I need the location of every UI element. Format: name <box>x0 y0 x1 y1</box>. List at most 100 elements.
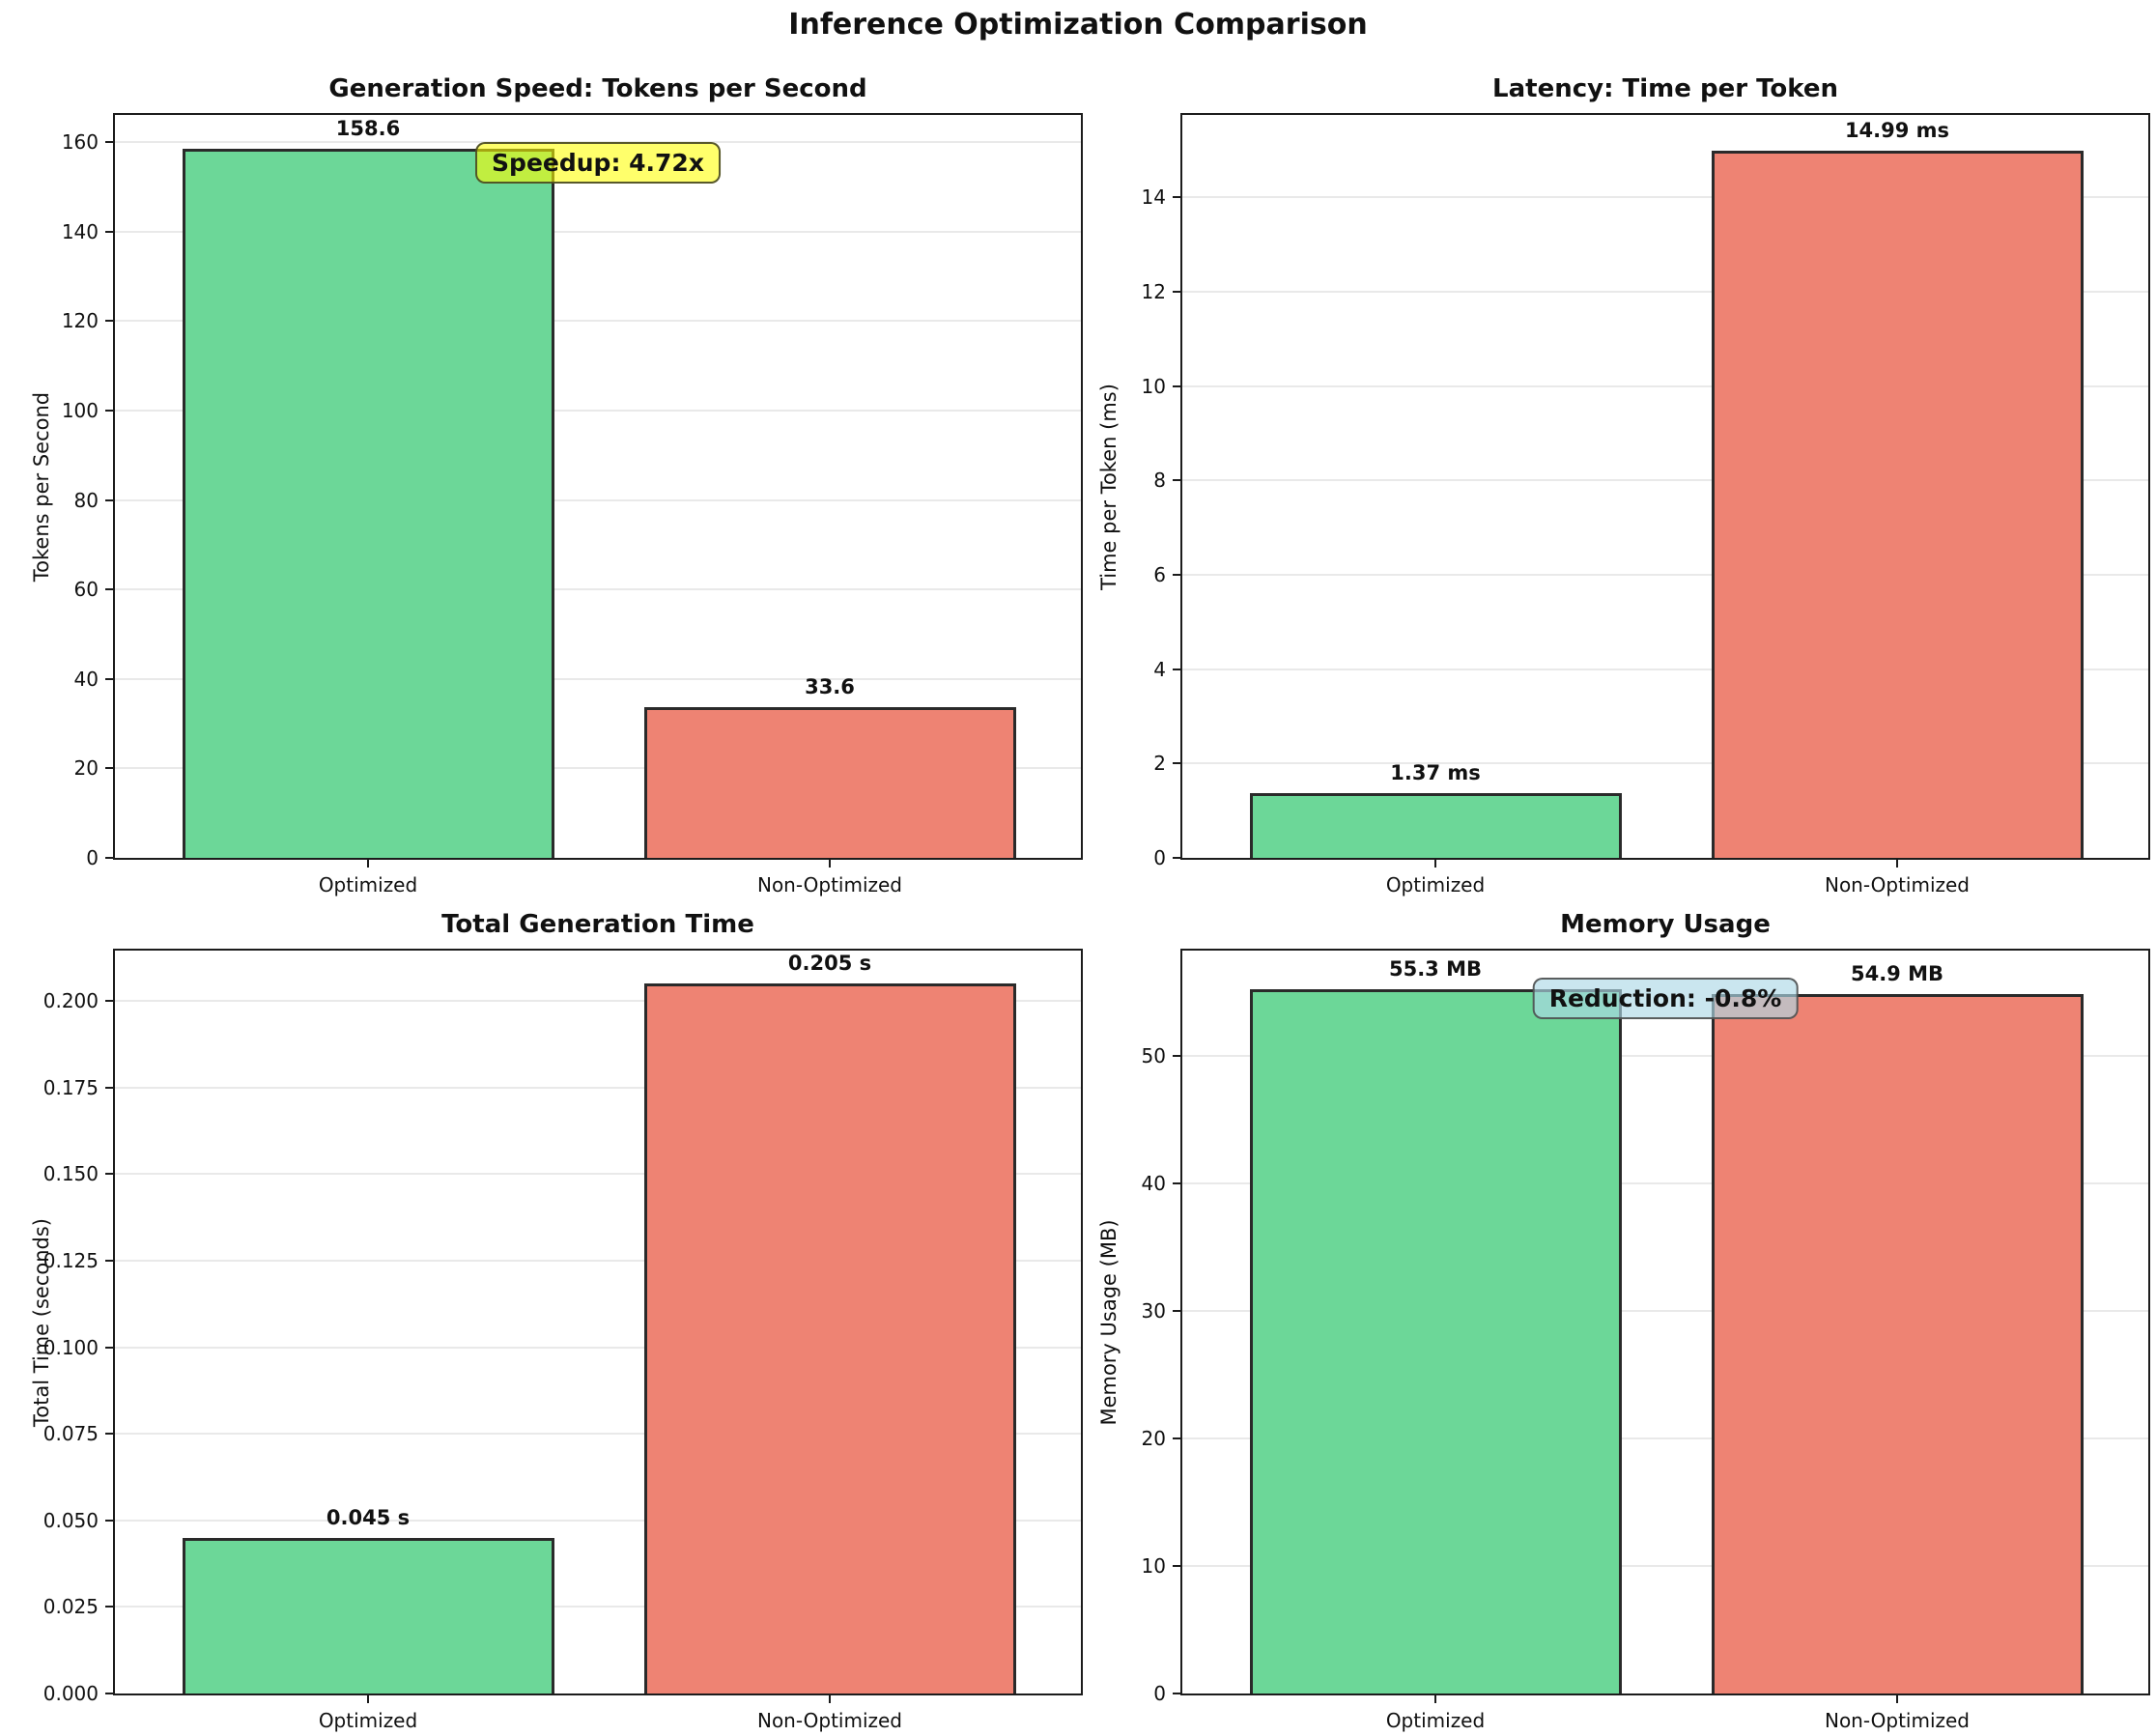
gridline <box>115 230 1081 233</box>
y-tick-label: 0.100 <box>43 1335 99 1359</box>
bar-optimized <box>182 148 554 858</box>
x-tick-label: Optimized <box>1385 873 1486 896</box>
bar-value-label: 14.99 ms <box>1844 119 1950 143</box>
y-tick-label: 10 <box>1141 1554 1166 1579</box>
y-tick-label: 40 <box>1141 1172 1166 1196</box>
gridline <box>115 410 1081 413</box>
gridline <box>1182 1182 2148 1185</box>
y-tick-label: 160 <box>61 130 99 155</box>
chart-latency: Latency: Time per Token Time per Token (m… <box>1097 74 2150 896</box>
y-tick-label: 0.125 <box>43 1248 99 1272</box>
y-axis-label: Time per Token (ms) <box>1097 383 1121 590</box>
bar-value-label: 0.205 s <box>787 952 872 976</box>
bar-value-label: 1.37 ms <box>1390 761 1481 785</box>
gridline <box>1182 1310 2148 1313</box>
x-tick-label: Non-Optimized <box>756 1709 903 1732</box>
gridline <box>1182 668 2148 670</box>
y-tick-mark <box>105 1259 115 1262</box>
gridline <box>115 498 1081 501</box>
y-tick-label: 0.075 <box>43 1422 99 1446</box>
y-tick-mark <box>105 410 115 413</box>
memory-usage-annotation: Reduction: -0.8% <box>1532 978 1799 1019</box>
y-tick-label: 100 <box>61 399 99 423</box>
y-tick-mark <box>1173 384 1182 387</box>
y-tick-mark <box>1173 196 1182 199</box>
y-tick-mark <box>105 1346 115 1349</box>
generation-speed-annotation: Speedup: 4.72x <box>475 142 721 184</box>
y-tick-label: 2 <box>1153 752 1166 776</box>
y-tick-mark <box>1173 574 1182 577</box>
y-tick-label: 40 <box>73 667 99 691</box>
bar-optimized <box>1249 988 1622 1693</box>
gridline <box>1182 574 2148 577</box>
x-tick-label: Optimized <box>318 1709 418 1732</box>
x-tick-label: Optimized <box>1385 1709 1486 1732</box>
y-axis-label: Memory Usage (MB) <box>1097 1218 1121 1426</box>
y-tick-label: 120 <box>61 309 99 333</box>
y-tick-label: 20 <box>1141 1427 1166 1451</box>
y-tick-mark <box>105 857 115 859</box>
y-tick-mark <box>105 767 115 770</box>
gridline <box>115 1086 1081 1089</box>
bar-non-optimized <box>1711 151 2084 858</box>
x-tick-mark <box>1896 858 1898 868</box>
y-tick-label: 0.050 <box>43 1508 99 1532</box>
y-tick-label: 0.175 <box>43 1075 99 1099</box>
y-tick-label: 50 <box>1141 1044 1166 1068</box>
y-tick-label: 30 <box>1141 1299 1166 1323</box>
y-tick-label: 60 <box>73 578 99 602</box>
x-tick-mark <box>1896 1693 1898 1703</box>
y-tick-mark <box>105 1519 115 1522</box>
x-tick-label: Non-Optimized <box>1824 1709 1971 1732</box>
chart-memory-usage: Memory Usage Memory Usage (MB) 0 10 20 30 40 50… <box>1097 910 2150 1732</box>
y-tick-mark <box>1173 1565 1182 1568</box>
y-tick-label: 0 <box>86 846 99 869</box>
x-tick-label: Non-Optimized <box>1824 873 1971 896</box>
bar-value-label: 0.045 s <box>326 1505 411 1529</box>
y-tick-mark <box>105 141 115 144</box>
y-tick-mark <box>1173 857 1182 859</box>
x-tick-mark <box>1434 858 1436 868</box>
gridline <box>1182 1055 2148 1058</box>
y-tick-mark <box>1173 668 1182 670</box>
bar-non-optimized <box>643 707 1016 858</box>
gridline <box>1182 1565 2148 1568</box>
y-tick-label: 8 <box>1153 469 1166 493</box>
x-tick-mark <box>367 1693 369 1703</box>
bar-optimized <box>182 1537 554 1693</box>
y-tick-mark <box>1173 1055 1182 1058</box>
y-tick-label: 10 <box>1141 374 1166 398</box>
gridline <box>115 999 1081 1002</box>
bar-value-label: 55.3 MB <box>1388 956 1483 981</box>
x-tick-label: Optimized <box>318 873 418 896</box>
bar-value-label: 158.6 <box>335 116 401 140</box>
gridline <box>115 1606 1081 1608</box>
y-tick-label: 0.000 <box>43 1682 99 1705</box>
y-tick-mark <box>105 677 115 680</box>
plot-title: Total Generation Time <box>441 910 754 939</box>
chart-generation-speed: Generation Speed: Tokens per Second Token… <box>30 74 1083 896</box>
y-tick-label: 80 <box>73 488 99 512</box>
gridline <box>1182 384 2148 387</box>
bar-non-optimized <box>1711 993 2084 1693</box>
y-tick-mark <box>105 1606 115 1608</box>
y-tick-label: 0.025 <box>43 1595 99 1619</box>
figure-title: Inference Optimization Comparison <box>788 8 1368 42</box>
gridline <box>115 1433 1081 1436</box>
y-tick-mark <box>105 1173 115 1176</box>
y-tick-mark <box>1173 1693 1182 1694</box>
y-tick-mark <box>105 1086 115 1089</box>
gridline <box>1182 479 2148 482</box>
y-tick-label: 0 <box>1153 846 1166 869</box>
plot-title: Generation Speed: Tokens per Second <box>328 74 867 103</box>
gridline <box>115 767 1081 770</box>
bar-value-label: 33.6 <box>805 675 855 699</box>
y-tick-mark <box>1173 479 1182 482</box>
y-tick-mark <box>1173 291 1182 294</box>
y-tick-mark <box>105 999 115 1002</box>
x-tick-mark <box>367 858 369 868</box>
y-tick-label: 4 <box>1153 657 1166 681</box>
plot-title: Latency: Time per Token <box>1492 74 1838 103</box>
y-axis-label: Tokens per Second <box>30 391 53 582</box>
